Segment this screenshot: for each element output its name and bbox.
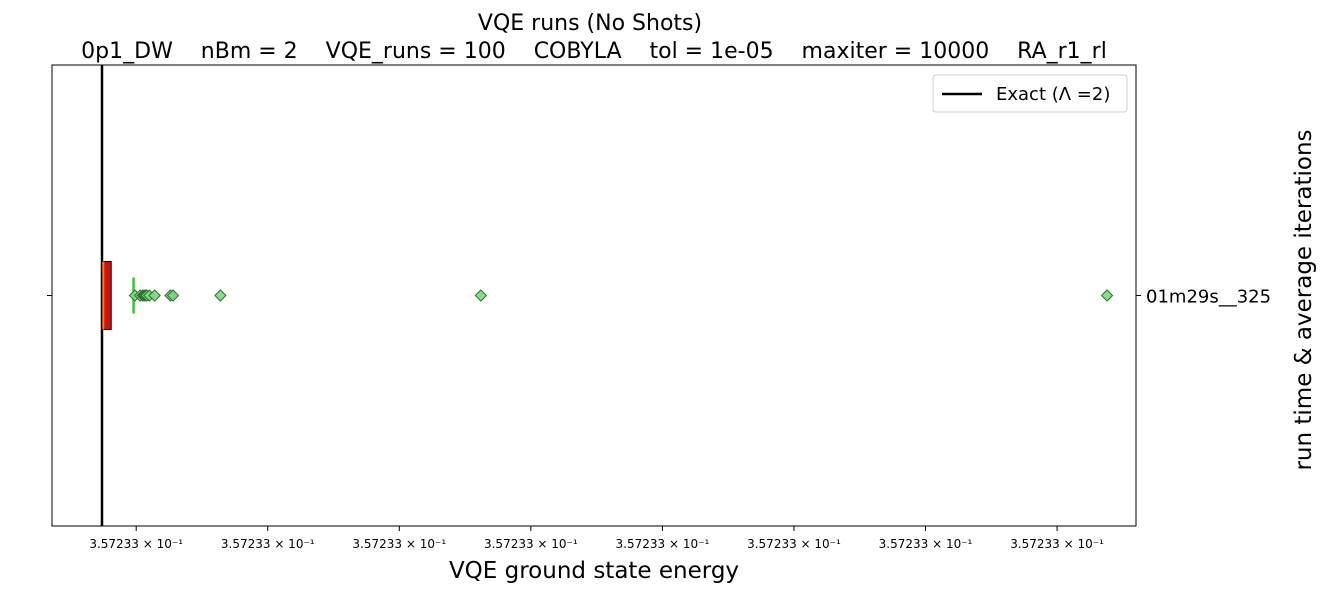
legend: Exact (Λ =2) <box>932 74 1128 113</box>
legend-box <box>932 74 1128 113</box>
outlier-marker <box>166 289 180 302</box>
x-tick-label: 3.57233 × 10⁻¹ <box>352 537 446 551</box>
plot-area <box>51 64 1137 527</box>
x-tick-label: 3.57233 × 10⁻¹ <box>89 537 183 551</box>
x-axis-label: VQE ground state energy <box>449 558 739 584</box>
x-tick-label: 3.57233 × 10⁻¹ <box>747 537 841 551</box>
x-tick-label: 3.57233 × 10⁻¹ <box>1010 537 1104 551</box>
y-axis-label: run time & average iterations <box>1291 129 1317 470</box>
x-tick-label: 3.57233 × 10⁻¹ <box>616 537 710 551</box>
outlier-marker <box>1100 289 1114 302</box>
y-tick-label: 01m29s__325 <box>1146 287 1271 308</box>
legend-exact-label: Exact (Λ =2) <box>996 84 1110 105</box>
x-tick-label: 3.57233 × 10⁻¹ <box>484 537 578 551</box>
chart-subtitle: 0p1_DW nBm = 2 VQE_runs = 100 COBYLA tol… <box>81 39 1107 64</box>
chart-title: VQE runs (No Shots) <box>478 11 702 36</box>
x-tick-label: 3.57233 × 10⁻¹ <box>221 537 315 551</box>
iqr-box <box>101 261 112 330</box>
outlier-marker <box>148 289 161 302</box>
x-tick-label: 3.57233 × 10⁻¹ <box>879 537 973 551</box>
outlier-marker <box>214 289 227 302</box>
outlier-marker <box>474 289 488 302</box>
